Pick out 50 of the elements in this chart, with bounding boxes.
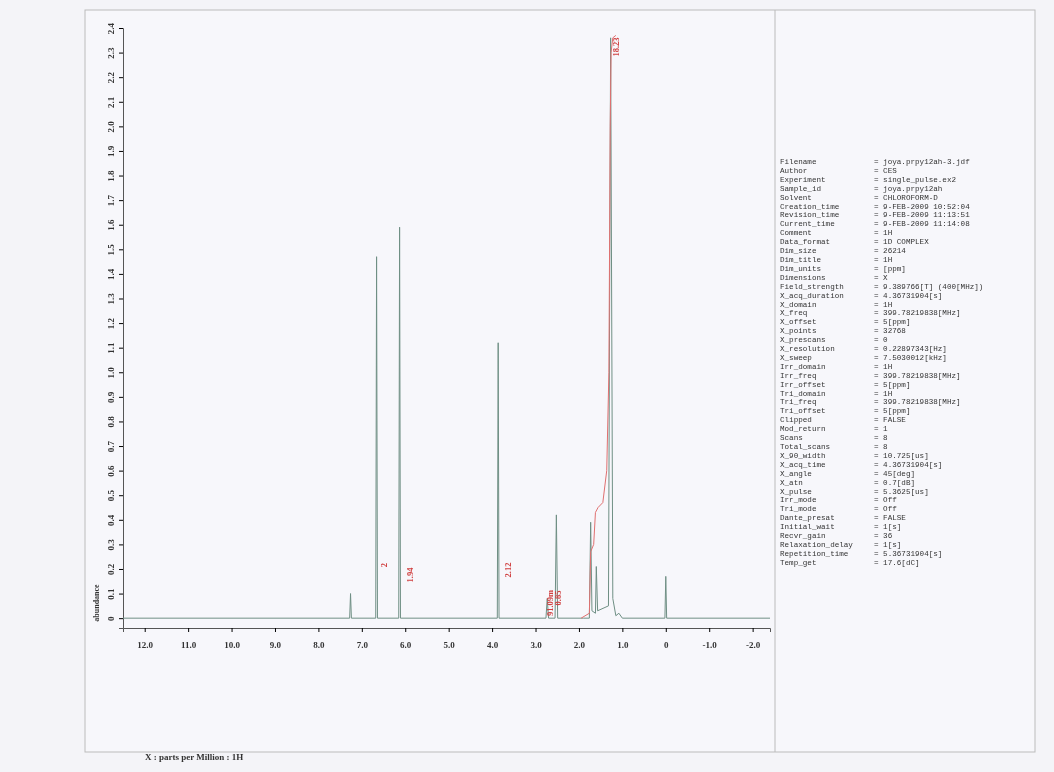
annotation: 91.09m xyxy=(544,589,555,617)
y-tick-label: 2.1 xyxy=(106,96,117,108)
y-tick-label: 0.2 xyxy=(106,563,117,576)
y-tick-label: 0.7 xyxy=(106,440,117,453)
y-tick-label: 0.3 xyxy=(106,538,117,551)
y-tick-label: 2.3 xyxy=(106,46,117,59)
y-tick-label: 1.6 xyxy=(106,219,117,231)
y-tick-label: 1.1 xyxy=(106,342,117,354)
x-axis-title: X : parts per Million : 1H xyxy=(145,752,244,762)
line-series xyxy=(580,34,617,619)
y-tick-label: 1.8 xyxy=(106,169,117,182)
y-tick-label: 1.2 xyxy=(106,317,117,330)
y-tick-label: 1.9 xyxy=(106,145,117,158)
x-tick-label: 0 xyxy=(664,640,670,651)
x-tick-label: 2.0 xyxy=(573,640,586,651)
y-tick-label: 2.0 xyxy=(106,120,117,133)
x-tick-label: 7.0 xyxy=(356,640,369,651)
y-tick-label: 0.5 xyxy=(106,489,117,502)
y-axis-title: abundance xyxy=(91,583,101,622)
annotation: 2.12 xyxy=(502,562,513,578)
y-tick-label: 0.8 xyxy=(106,415,117,428)
x-tick-label: 4.0 xyxy=(486,640,499,651)
y-tick-label: 2.4 xyxy=(106,22,117,35)
y-tick-label: 0.6 xyxy=(106,465,117,477)
annotation: 0.85 xyxy=(552,590,563,606)
y-tick-label: 0.4 xyxy=(106,514,117,526)
x-tick-label: 5.0 xyxy=(443,640,456,651)
y-tick-label: 1.7 xyxy=(106,194,117,207)
x-tick-label: -1.0 xyxy=(702,640,718,651)
y-tick-label: 1.0 xyxy=(106,366,117,379)
annotation: 18.23 xyxy=(610,37,621,57)
x-tick-label: 6.0 xyxy=(400,640,412,651)
line-series xyxy=(122,37,771,619)
x-tick-label: 12.0 xyxy=(137,640,154,651)
x-tick-label: 11.0 xyxy=(181,640,197,651)
y-tick-label: 1.5 xyxy=(106,243,117,256)
x-tick-label: 9.0 xyxy=(269,640,282,651)
y-tick-label: 0 xyxy=(106,615,117,621)
y-tick-label: 0.1 xyxy=(106,587,117,600)
y-tick-label: 1.4 xyxy=(106,268,117,281)
x-tick-label: -2.0 xyxy=(746,640,761,651)
y-tick-label: 1.3 xyxy=(106,292,117,305)
x-tick-label: 10.0 xyxy=(224,640,241,651)
annotation: 2 xyxy=(378,562,389,568)
x-tick-label: 3.0 xyxy=(530,640,543,651)
y-tick-label: 2.2 xyxy=(106,71,117,84)
x-tick-label: 8.0 xyxy=(313,640,326,651)
x-tick-label: 1.0 xyxy=(617,640,629,651)
y-tick-label: 0.9 xyxy=(106,391,117,403)
annotation: 1.94 xyxy=(404,566,415,583)
